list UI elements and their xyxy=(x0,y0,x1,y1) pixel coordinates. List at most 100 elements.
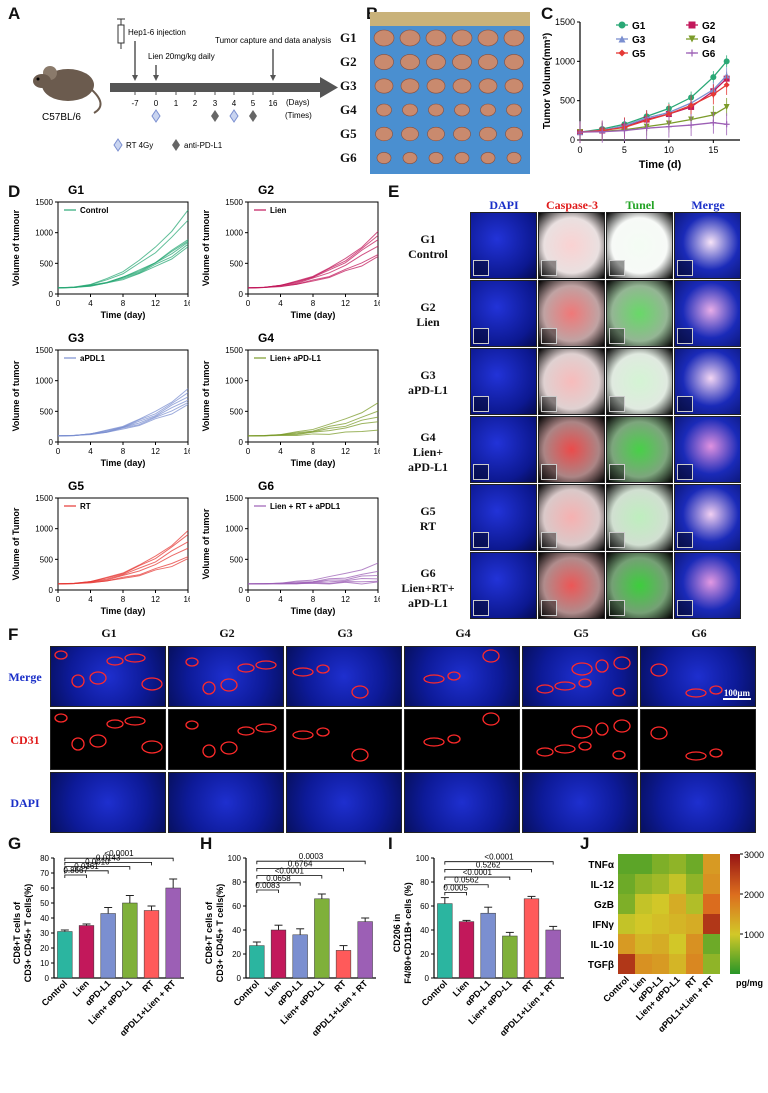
significance-bracket xyxy=(444,884,489,888)
y-tick-label: 500 xyxy=(230,407,244,416)
row-label-line: Lien+RT+ xyxy=(401,581,455,595)
row-label-line: G3 xyxy=(420,368,436,382)
p-value-label: 0.6764 xyxy=(288,859,313,868)
group-column-header: G6 xyxy=(691,626,707,640)
data-point xyxy=(723,81,730,88)
y-axis-label: F4/80+CD11B+ cells (%) xyxy=(403,882,413,984)
tumor-specimen xyxy=(374,54,394,70)
cd31-vessel xyxy=(447,671,461,681)
growth-plot-G1: G1 0 500 1000 1500 0 4 8 12 16 Time (day) Volume of… xyxy=(11,183,190,320)
cd31-vessel xyxy=(351,685,369,699)
x-tick-label: 8 xyxy=(311,447,316,456)
vessel-overlay xyxy=(423,649,500,684)
row-label-line: Lien+ xyxy=(412,445,444,459)
legend-rt-label: RT 4Gy xyxy=(126,141,153,150)
cd31-vessel xyxy=(709,685,723,695)
x-tick-label: 0 xyxy=(246,447,251,456)
scale-tick-label: 3000 xyxy=(744,850,764,860)
x-tick-label: 0 xyxy=(246,299,251,308)
cd86-bar-chart: 0 20 40 60 80 100 CD8+T cells of CD3+ CD45+ T c… xyxy=(204,852,376,1038)
x-tick-label: 16 xyxy=(374,595,380,604)
y-tick-label: 500 xyxy=(40,555,54,564)
cd31-vessel xyxy=(106,656,124,666)
data-point xyxy=(665,111,672,118)
cd31-vessel xyxy=(71,674,85,688)
x-tick-label: 16 xyxy=(374,299,380,308)
mouse-growth-curve xyxy=(57,240,189,289)
plot-title: G2 xyxy=(258,183,274,197)
y-tick-label: 1500 xyxy=(225,346,243,355)
heatmap-cell xyxy=(703,874,720,894)
micrograph-cd31 xyxy=(168,709,284,770)
cd31-vessel xyxy=(423,674,445,684)
y-tick-label: 50 xyxy=(40,899,49,908)
y-axis-label: Volume of tumor xyxy=(201,508,211,579)
micrograph-dapi xyxy=(286,772,402,833)
x-tick-label: 4 xyxy=(278,595,283,604)
y-axis-label: CD3+ CD45+ T cells(%) xyxy=(215,884,225,983)
heatmap-cell xyxy=(618,934,635,954)
inset-thumbnail xyxy=(473,396,489,412)
inset-thumbnail xyxy=(473,260,489,276)
vessel-overlay xyxy=(54,713,163,754)
heatmap-row-label: TGFβ xyxy=(588,960,614,971)
micrograph-cd31 xyxy=(404,709,520,770)
x-tick-label: 4 xyxy=(88,447,93,456)
y-tick-label: 20 xyxy=(420,950,429,959)
y-tick-label: 20 xyxy=(40,944,49,953)
cytokine-heatmap: TNFαIL-12GzBIFNγIL-10TGFβControlLienαPD-… xyxy=(588,850,764,1034)
heatmap-cell xyxy=(686,934,703,954)
mouse-growth-curve xyxy=(247,562,379,585)
y-tick-label: 60 xyxy=(40,884,49,893)
x-tick-label: 12 xyxy=(341,447,350,456)
tumor-specimen xyxy=(376,152,392,164)
p-value-label: 0.0562 xyxy=(454,876,479,885)
x-tick-label: 8 xyxy=(121,299,126,308)
y-tick-label: 1000 xyxy=(225,525,243,534)
x-tick-label: 16 xyxy=(374,447,380,456)
analysis-label: Tumor capture and data analysis xyxy=(215,36,331,45)
category-label: RT xyxy=(520,978,536,994)
cd31-vessel xyxy=(202,744,216,758)
legend-marker xyxy=(618,21,626,29)
cd31-vessel xyxy=(141,677,163,691)
y-axis-label: Volume of Tumor xyxy=(11,507,21,580)
cd31-vessel xyxy=(554,681,576,691)
x-tick-label: 4 xyxy=(88,595,93,604)
micrograph-merge xyxy=(50,646,166,707)
y-tick-label: 0 xyxy=(49,438,54,447)
tumor-specimen xyxy=(504,78,524,94)
stain-column-header: Tunel xyxy=(625,198,655,212)
tumor-specimen xyxy=(376,103,392,117)
cd31-vessel xyxy=(423,737,445,747)
y-axis-label: CD3+ CD45+ T cells(%) xyxy=(23,884,33,983)
timeline-arrow-head xyxy=(320,77,338,98)
panel-label-c: C xyxy=(541,4,554,23)
p-value-label: 0.0083 xyxy=(255,881,280,890)
tumor-specimen xyxy=(454,152,470,164)
micrograph-dapi xyxy=(640,772,756,833)
mouse-growth-curve xyxy=(247,231,379,289)
heatmap-cell xyxy=(652,914,669,934)
legend-label: aPDL1 xyxy=(80,354,105,363)
stain-row-label: DAPI xyxy=(10,795,40,810)
y-tick-label: 70 xyxy=(40,869,49,878)
mouse-growth-curve xyxy=(57,239,189,289)
cd8-bar-chart: 0 10 20 30 40 50 60 70 80 CD8+T cells of CD3+ CD45… xyxy=(12,849,184,1038)
tumor-specimen xyxy=(480,152,496,164)
photo-row-label: G1 xyxy=(340,30,357,45)
cd31-vessel xyxy=(54,713,68,723)
panel-label-j: J xyxy=(580,834,590,853)
bar xyxy=(502,935,518,979)
y-tick-label: 1000 xyxy=(225,377,243,386)
micrograph-dapi xyxy=(470,348,537,415)
vessel-overlay xyxy=(650,663,723,698)
legend-marker xyxy=(688,21,696,29)
inset-thumbnail xyxy=(677,532,693,548)
stain-column-header: Caspase-3 xyxy=(545,198,598,212)
tumor-specimen xyxy=(452,78,472,94)
mouse-growth-curve xyxy=(57,209,189,289)
data-point xyxy=(723,58,730,65)
legend-marker xyxy=(618,35,626,43)
tumor-specimen xyxy=(506,152,522,164)
